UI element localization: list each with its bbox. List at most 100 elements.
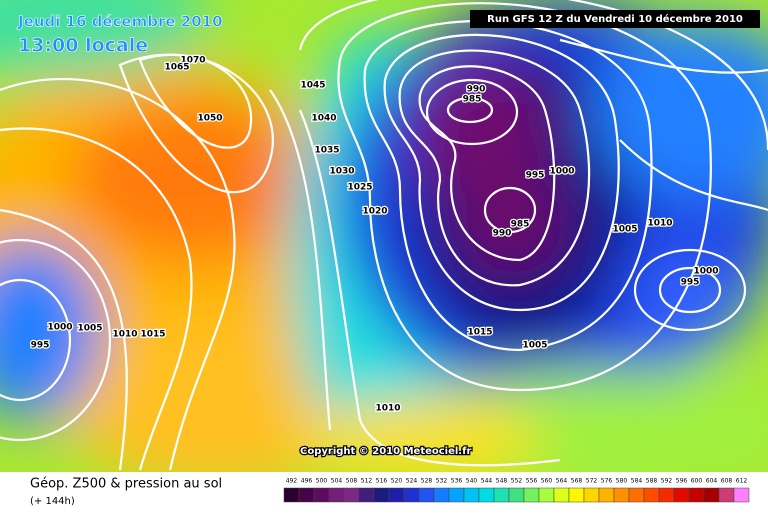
isobar-label: 995 (681, 278, 700, 288)
scale-label: 556 (526, 478, 538, 485)
scale-swatch (313, 487, 330, 503)
scale-label: 604 (706, 478, 718, 485)
isobar-label: 1005 (77, 324, 102, 334)
scale-label: 540 (466, 478, 478, 485)
copyright: Copyright © 2010 Meteociel.fr (300, 446, 471, 457)
scale-label: 512 (361, 478, 373, 485)
scale-swatch (463, 487, 480, 503)
isobar-label: 1025 (347, 183, 372, 193)
isobar-label: 985 (511, 220, 530, 230)
scale-label: 576 (601, 478, 613, 485)
isobar-label: 1000 (47, 323, 72, 333)
scale-swatch (718, 487, 735, 503)
scale-swatch (298, 487, 315, 503)
scale-swatch (343, 487, 360, 503)
legend-subtitle: (+ 144h) (30, 496, 75, 507)
scale-label: 492 (286, 478, 298, 485)
isobar-label: 1045 (300, 81, 325, 91)
scale-swatch (448, 487, 465, 503)
isobar-label: 1015 (140, 330, 165, 340)
isobar-label: 995 (31, 341, 50, 351)
isobar-label: 1015 (467, 328, 492, 338)
scale-swatch (433, 487, 450, 503)
scale-label: 520 (391, 478, 403, 485)
scale-swatch (628, 487, 645, 503)
isobar-label: 1010 (375, 404, 400, 414)
scale-swatch (538, 487, 555, 503)
isobar-label: 985 (463, 95, 482, 105)
scale-swatch (688, 487, 705, 503)
isobar-label: 1030 (329, 167, 354, 177)
scale-label: 508 (346, 478, 358, 485)
isobar-label: 1035 (314, 146, 339, 156)
scale-label: 608 (721, 478, 733, 485)
legend-title: Géop. Z500 & pression au sol (30, 477, 222, 492)
scale-label: 572 (586, 478, 598, 485)
scale-swatch (403, 487, 420, 503)
scale-swatch (733, 487, 750, 503)
run-box (470, 10, 760, 28)
scale-swatch (328, 487, 345, 503)
scale-swatch (658, 487, 675, 503)
scale-label: 592 (661, 478, 673, 485)
forecast-date: Jeudi 16 décembre 2010 (17, 13, 223, 31)
scale-swatch (568, 487, 585, 503)
scale-label: 496 (301, 478, 313, 485)
scale-label: 516 (376, 478, 388, 485)
scale-label: 528 (421, 478, 433, 485)
isobar-label: 1040 (311, 114, 336, 124)
isobar-label: 1005 (612, 225, 637, 235)
run-info: Run GFS 12 Z du Vendredi 10 décembre 201… (487, 13, 743, 25)
scale-label: 544 (481, 478, 493, 485)
scale-swatch (283, 487, 300, 503)
scale-swatch (613, 487, 630, 503)
scale-label: 524 (406, 478, 418, 485)
forecast-time: 13:00 locale (18, 35, 148, 57)
scale-label: 504 (331, 478, 343, 485)
color-scale: 492 496 500 504 508 512 516 520 524 528 532 536 540 5… (283, 478, 750, 503)
scale-label: 532 (436, 478, 448, 485)
isobar-label: 1020 (362, 207, 387, 217)
scale-label: 588 (646, 478, 658, 485)
isobar-label: 1050 (197, 114, 222, 124)
isobar-label: 1005 (522, 341, 547, 351)
scale-label: 600 (691, 478, 703, 485)
scale-label: 560 (541, 478, 553, 485)
scale-swatch (418, 487, 435, 503)
scale-swatch (523, 487, 540, 503)
scale-swatch (643, 487, 660, 503)
scale-swatch (598, 487, 615, 503)
scale-label: 584 (631, 478, 643, 485)
isobar-label: 990 (467, 85, 486, 95)
scale-label: 552 (511, 478, 523, 485)
scale-swatch (703, 487, 720, 503)
scale-label: 536 (451, 478, 463, 485)
scale-swatch (388, 487, 405, 503)
isobar-label: 1010 (112, 330, 137, 340)
scale-label: 568 (571, 478, 583, 485)
isobar-label: 1065 (164, 63, 189, 73)
scale-label: 564 (556, 478, 568, 485)
scale-label: 548 (496, 478, 508, 485)
scale-swatch (673, 487, 690, 503)
scale-label: 612 (736, 478, 748, 485)
scale-label: 580 (616, 478, 628, 485)
scale-swatch (373, 487, 390, 503)
isobar-label: 1070 (180, 56, 205, 66)
isobar-label: 1000 (549, 167, 574, 177)
isobar-label: 1000 (693, 267, 718, 277)
scale-swatch (583, 487, 600, 503)
isobar-label: 1010 (647, 219, 672, 229)
scale-label: 500 (316, 478, 328, 485)
scale-swatch (493, 487, 510, 503)
isobar-label: 995 (526, 171, 545, 181)
isobar-label: 990 (493, 229, 512, 239)
scale-swatch (508, 487, 525, 503)
scale-swatch (553, 487, 570, 503)
scale-swatch (478, 487, 495, 503)
scale-swatch (358, 487, 375, 503)
scale-label: 596 (676, 478, 688, 485)
